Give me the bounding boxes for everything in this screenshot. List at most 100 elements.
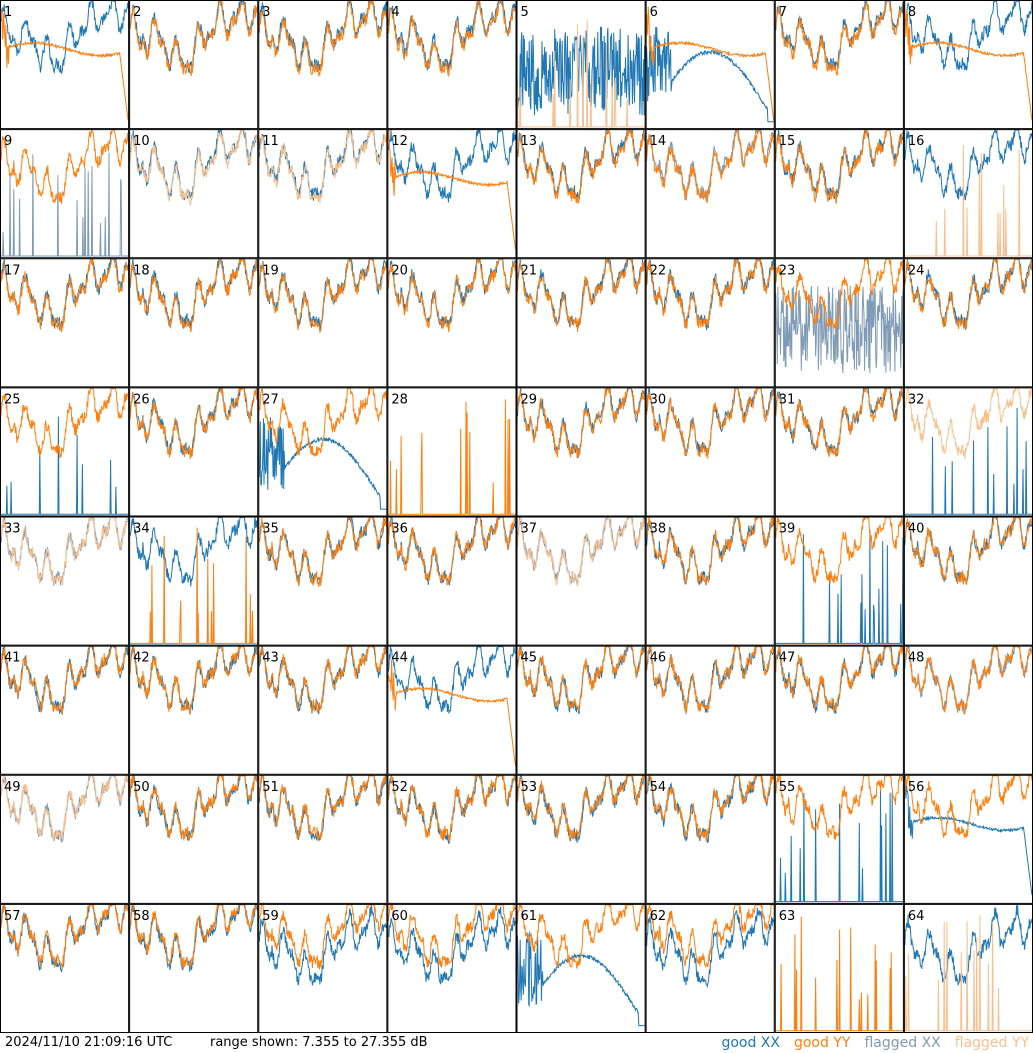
panel-7: 7	[774, 0, 904, 130]
series-yy-48	[904, 644, 1033, 714]
panel-label-50: 50	[133, 780, 150, 795]
series-yy-60	[387, 903, 516, 968]
panel-2: 2	[129, 0, 259, 130]
panel-60: 60	[387, 903, 517, 1033]
panel-41: 41	[0, 645, 130, 775]
legend: good XX good YY flagged XX flagged YY	[721, 1033, 1029, 1053]
panel-border-13	[516, 129, 646, 259]
panel-22: 22	[645, 258, 775, 388]
series-yy-63	[775, 916, 903, 1032]
series-yy-29	[517, 387, 646, 459]
series-yy-49	[0, 775, 129, 841]
panel-label-4: 4	[391, 5, 399, 20]
series-yy-18	[129, 258, 258, 333]
panel-label-41: 41	[4, 651, 21, 666]
series-yy-35	[258, 517, 387, 587]
panel-13: 13	[516, 128, 646, 259]
panel-label-14: 14	[650, 134, 667, 149]
panel-55: 55	[774, 774, 904, 904]
panel-border-62	[645, 903, 775, 1033]
panel-border-55	[774, 774, 904, 904]
panel-label-48: 48	[908, 651, 925, 666]
panel-label-22: 22	[650, 263, 667, 278]
panel-border-45	[516, 645, 646, 775]
panel-border-31	[774, 387, 904, 517]
series-yy-38	[646, 515, 775, 586]
panel-18: 18	[129, 258, 259, 388]
legend-flagged-xx: flagged XX	[864, 1035, 941, 1051]
panel-border-5	[516, 0, 646, 130]
series-yy-36	[387, 517, 516, 586]
panel-border-50	[129, 774, 259, 904]
panel-32: 32	[903, 387, 1033, 517]
panel-23: 23	[774, 258, 904, 388]
series-yy-54	[646, 775, 775, 842]
panel-label-32: 32	[908, 392, 925, 407]
panel-border-19	[258, 258, 388, 388]
panel-28: 28	[387, 387, 517, 517]
series-yy-46	[646, 645, 775, 713]
series-yy-58	[129, 904, 258, 969]
panel-label-7: 7	[779, 5, 787, 20]
series-yy-33	[0, 517, 129, 586]
panel-label-33: 33	[4, 522, 21, 537]
panel-border-60	[387, 903, 517, 1033]
panel-border-11	[258, 129, 388, 259]
panel-border-38	[645, 516, 775, 646]
series-xx-60	[387, 906, 516, 985]
series-yy-57	[0, 904, 129, 970]
panel-51: 51	[258, 773, 388, 904]
series-yy-30	[646, 387, 775, 459]
panel-37: 37	[516, 515, 646, 646]
panel-border-28	[387, 387, 517, 517]
panel-border-17	[0, 258, 130, 388]
panel-border-9	[0, 129, 130, 259]
panel-border-23	[774, 258, 904, 388]
series-yy-45	[517, 646, 646, 713]
panel-border-35	[258, 516, 388, 646]
panel-label-5: 5	[521, 5, 529, 20]
panel-34: 34	[129, 516, 259, 646]
panel-9: 9	[0, 129, 130, 259]
series-yy-52	[387, 774, 516, 843]
series-yy-2	[129, 0, 258, 77]
panel-label-44: 44	[391, 651, 408, 666]
panel-33: 33	[0, 516, 130, 646]
panel-label-23: 23	[779, 263, 796, 278]
panel-39: 39	[774, 516, 904, 646]
panel-border-22	[645, 258, 775, 388]
series-yy-9	[0, 129, 129, 205]
series-yy-21	[517, 258, 646, 333]
panel-border-18	[129, 258, 259, 388]
series-yy-41	[0, 646, 129, 715]
panel-label-31: 31	[779, 392, 796, 407]
series-yy-3	[258, 0, 387, 77]
series-xx-32	[904, 407, 1032, 515]
series-xx-1	[0, 0, 129, 75]
panel-label-13: 13	[521, 134, 538, 149]
panel-59: 59	[258, 903, 388, 1033]
panel-label-34: 34	[133, 522, 150, 537]
series-yy-12	[388, 129, 516, 250]
series-yy-26	[129, 387, 258, 460]
panel-border-49	[0, 774, 130, 904]
series-xx-9	[1, 152, 129, 257]
panel-label-60: 60	[391, 909, 408, 924]
panel-label-59: 59	[262, 909, 279, 924]
panel-58: 58	[129, 903, 259, 1033]
panel-30: 30	[645, 387, 775, 517]
panel-label-1: 1	[4, 5, 12, 20]
panel-52: 52	[387, 774, 517, 904]
panel-label-57: 57	[4, 909, 21, 924]
series-yy-25	[0, 387, 129, 459]
panel-border-58	[129, 903, 259, 1033]
panel-border-43	[258, 645, 388, 775]
panel-border-39	[774, 516, 904, 646]
panel-label-64: 64	[908, 909, 925, 924]
series-yy-53	[517, 773, 645, 841]
series-yy-55	[775, 774, 904, 840]
panel-label-56: 56	[908, 780, 925, 795]
panel-25: 25	[0, 387, 130, 517]
panel-border-44	[387, 645, 517, 775]
panel-label-2: 2	[133, 5, 141, 20]
